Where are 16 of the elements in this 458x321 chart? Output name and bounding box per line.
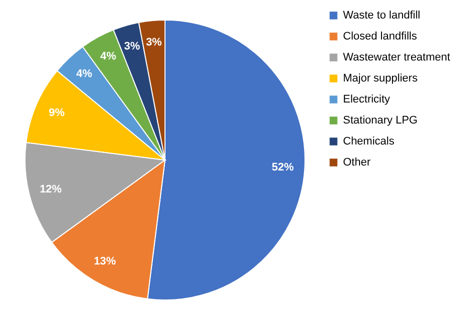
legend-label: Electricity [343,94,391,106]
legend-label: Waste to landfill [343,10,420,22]
legend-label: Major suppliers [343,72,418,84]
data-label: 4% [76,68,92,80]
data-label: 3% [146,36,162,49]
data-label: 4% [100,50,116,63]
data-label: 52% [272,161,294,174]
legend-label: Other [343,156,371,168]
legend-label: Stationary LPG [343,114,418,126]
legend-label: Chemicals [343,136,395,148]
data-label: 12% [40,183,62,196]
legend-label: Wastewater treatment [343,52,450,64]
data-label: 13% [94,256,116,268]
data-label: 9% [48,107,65,120]
data-label: 3% [124,40,140,53]
legend-label: Closed landfills [343,30,418,42]
